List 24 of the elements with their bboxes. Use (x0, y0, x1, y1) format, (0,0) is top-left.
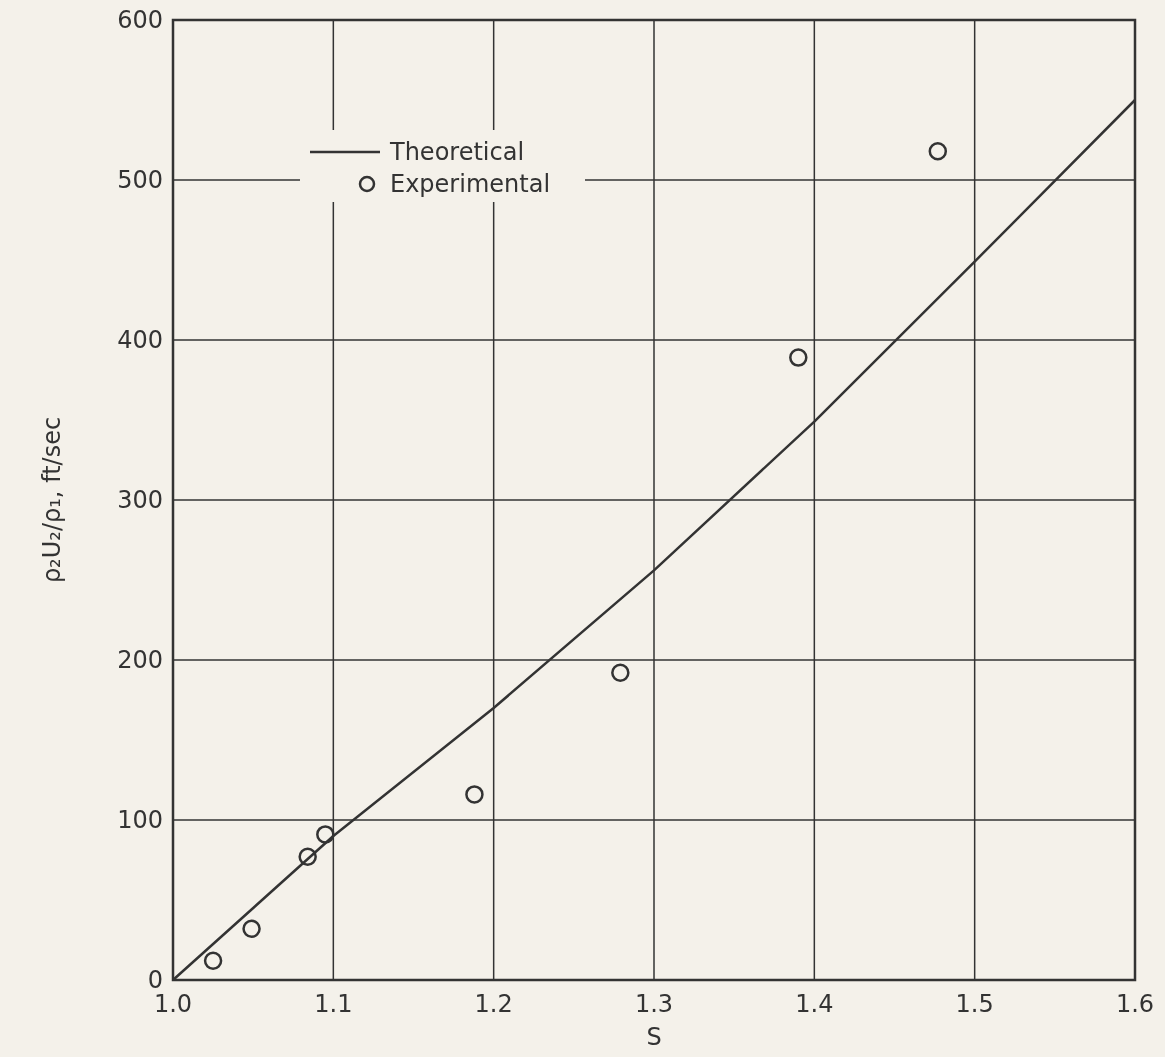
point (928, 141, 948, 161)
x-tick-label: 1.3 (634, 990, 674, 1018)
point (789, 348, 808, 367)
legend-label: Experimental (390, 170, 551, 198)
legend-label: Theoretical (389, 138, 525, 166)
point (203, 951, 223, 971)
y-axis-title: ρ₂U₂/ρ₁, ft/sec (38, 416, 66, 584)
point (316, 825, 335, 844)
y-tick-label: 400 (117, 326, 163, 354)
point (465, 785, 484, 804)
x-tick-label: 1.5 (955, 990, 994, 1018)
x-tick-label: 1.4 (795, 990, 834, 1018)
x-tick-label: 1.1 (314, 990, 353, 1018)
point (242, 919, 261, 939)
point (611, 663, 630, 683)
y-tick-label: 100 (117, 806, 163, 834)
y-tick-label: 300 (117, 486, 163, 514)
y-tick-label: 600 (117, 6, 163, 34)
x-tick-label: 1.6 (1115, 990, 1155, 1018)
y-tick-label: 500 (117, 166, 163, 194)
x-axis-title: S (646, 1023, 662, 1051)
y-tick-label: 200 (117, 646, 163, 674)
x-tick-label: 1.2 (474, 990, 513, 1018)
point (298, 847, 317, 867)
